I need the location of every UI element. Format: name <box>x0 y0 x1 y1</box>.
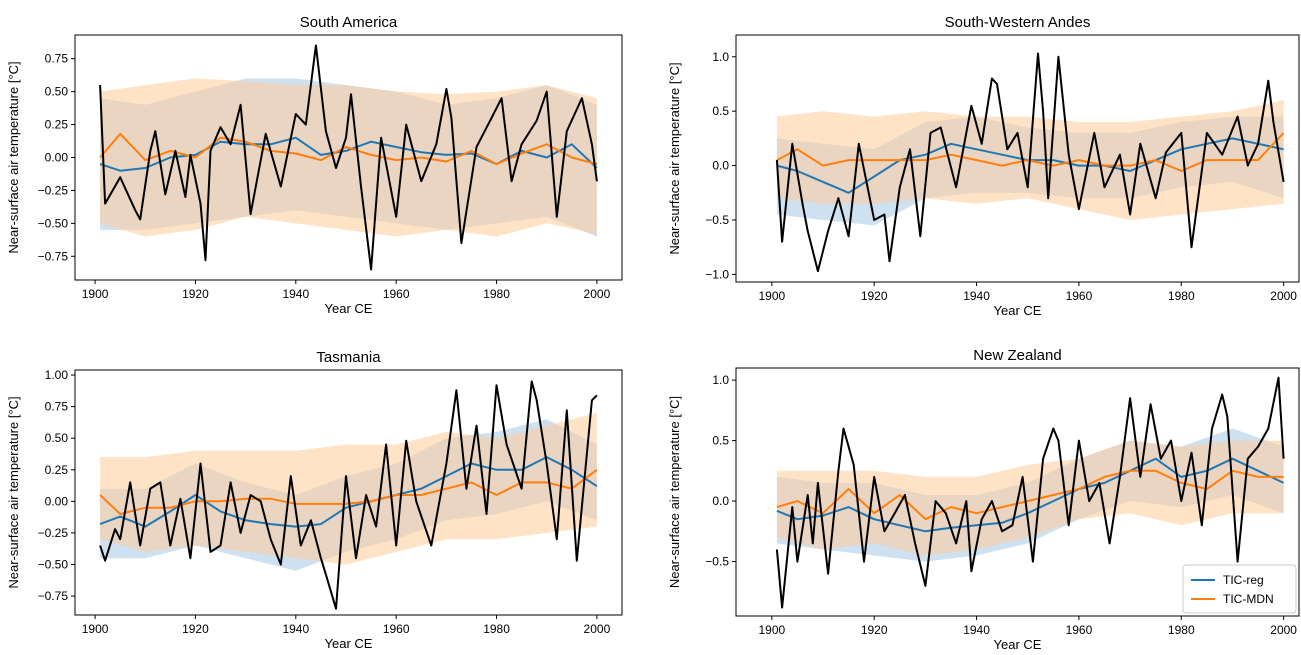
legend-label: TIC-reg <box>1223 573 1264 587</box>
chart-title: New Zealand <box>973 347 1061 364</box>
chart-title: Tasmania <box>316 349 381 366</box>
plot-area <box>99 44 598 271</box>
x-tick-label: 2000 <box>1270 623 1297 637</box>
y-axis-label: Near-surface air temperature [°C] <box>6 396 21 588</box>
legend: TIC-reg TIC-MDN <box>1182 564 1297 614</box>
x-tick-label: 1900 <box>82 287 109 301</box>
x-tick-label: 2000 <box>584 287 611 301</box>
x-tick-label: 1900 <box>758 289 785 303</box>
chart-title: South-Western Andes <box>945 14 1091 31</box>
axes-frame <box>735 34 1300 283</box>
x-tick-label: 1940 <box>282 287 309 301</box>
y-tick-label: 0.5 <box>712 434 729 448</box>
legend-label: TIC-MDN <box>1223 592 1274 606</box>
plot-area <box>775 52 1285 273</box>
series-line-mdn <box>99 132 598 166</box>
y-tick-label: 0.50 <box>45 431 69 445</box>
y-tick-label: −0.75 <box>38 589 69 603</box>
subplot-2: 1900 1920 1940 1960 1980 2000 −1.0 −0.5 0.0 0.5 1.… <box>667 14 1300 318</box>
series-line-observed <box>99 44 598 271</box>
y-tick-label: −0.25 <box>38 526 69 540</box>
x-tick-label: 1940 <box>282 622 309 636</box>
x-tick-label: 1920 <box>182 287 209 301</box>
legend-box <box>1182 564 1297 614</box>
x-tick-label: 1960 <box>383 287 410 301</box>
y-tick-label: 0.0 <box>712 159 729 173</box>
x-tick-label: 1960 <box>383 622 410 636</box>
y-tick-label: −0.5 <box>705 555 729 569</box>
y-axis-label: Near-surface air temperature [°C] <box>667 62 682 254</box>
x-tick-label: 2000 <box>584 622 611 636</box>
y-tick-label: −1.0 <box>705 267 729 281</box>
plot-area <box>99 380 598 610</box>
y-tick-label: 0.00 <box>45 494 69 508</box>
axes-frame <box>74 369 623 616</box>
y-tick-label: 0.50 <box>45 85 69 99</box>
x-tick-label: 1920 <box>182 622 209 636</box>
y-tick-label: 1.0 <box>712 373 729 387</box>
y-tick-label: −0.50 <box>38 216 69 230</box>
x-axis-label: Year CE <box>325 301 373 316</box>
y-tick-label: 1.0 <box>712 50 729 64</box>
x-tick-label: 1940 <box>963 289 990 303</box>
subplot-3: 1900 1920 1940 1960 1980 2000 −0.75 −0.50 −0.25 0… <box>6 349 623 651</box>
x-axis-label: Year CE <box>325 636 373 651</box>
plot-area <box>775 376 1285 609</box>
series-line-observed <box>775 52 1285 273</box>
y-tick-label: 0.0 <box>712 494 729 508</box>
chart-title: South America <box>300 14 398 31</box>
y-tick-label: −0.75 <box>38 249 69 263</box>
y-tick-label: −0.5 <box>705 213 729 227</box>
x-axis-label: Year CE <box>994 303 1042 318</box>
x-tick-label: 1940 <box>963 623 990 637</box>
subplot-1: 1900 1920 1940 1960 1980 2000 −0.75 −0.50 −0.25 0… <box>6 14 623 316</box>
x-tick-label: 1980 <box>1168 623 1195 637</box>
band-mdn <box>100 78 597 237</box>
series-line-observed <box>775 376 1285 609</box>
y-tick-label: 0.75 <box>45 400 69 414</box>
x-tick-label: 1900 <box>758 623 785 637</box>
x-tick-label: 1980 <box>483 287 510 301</box>
y-tick-label: 0.25 <box>45 118 69 132</box>
series-line-reg <box>99 136 598 172</box>
subplot-4: 1900 1920 1940 1960 1980 2000 −0.5 0.0 0.5 1.0 New… <box>667 347 1300 652</box>
x-tick-label: 1980 <box>483 622 510 636</box>
x-tick-label: 1900 <box>82 622 109 636</box>
y-tick-label: 0.00 <box>45 151 69 165</box>
x-tick-label: 1980 <box>1168 289 1195 303</box>
y-tick-label: 0.25 <box>45 463 69 477</box>
y-axis-label: Near-surface air temperature [°C] <box>667 396 682 588</box>
y-axis-label: Near-surface air temperature [°C] <box>6 61 21 253</box>
series-line-observed <box>99 380 598 610</box>
y-tick-label: 0.5 <box>712 104 729 118</box>
y-tick-label: 1.00 <box>45 368 69 382</box>
y-tick-label: 0.75 <box>45 52 69 66</box>
y-tick-label: −0.50 <box>38 557 69 571</box>
axes-frame <box>735 367 1300 617</box>
x-tick-label: 1960 <box>1066 623 1093 637</box>
x-axis-label: Year CE <box>994 637 1042 652</box>
x-tick-label: 1960 <box>1066 289 1093 303</box>
x-tick-label: 2000 <box>1270 289 1297 303</box>
y-tick-label: −0.25 <box>38 183 69 197</box>
x-tick-label: 1920 <box>861 289 888 303</box>
x-tick-label: 1920 <box>861 623 888 637</box>
